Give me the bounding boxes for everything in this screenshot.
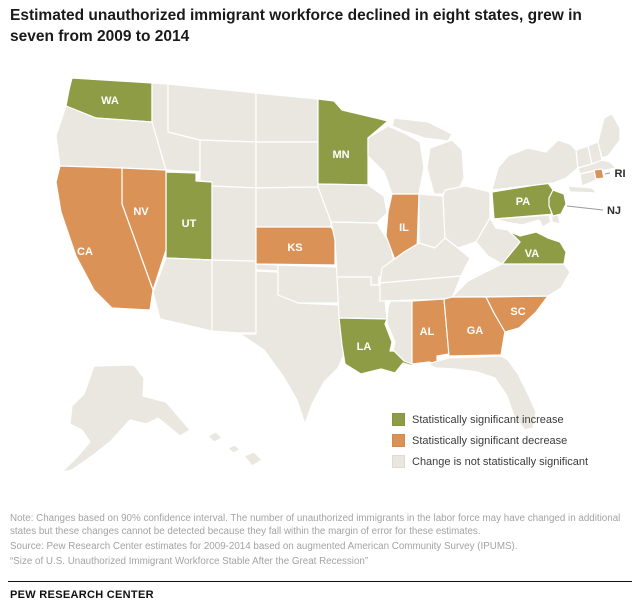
state-mt bbox=[167, 83, 257, 143]
state-nd bbox=[255, 92, 319, 143]
state-md bbox=[493, 214, 552, 228]
state-nm bbox=[211, 259, 257, 334]
nj-leader-line bbox=[566, 205, 604, 211]
state-label-mn: MN bbox=[332, 149, 349, 161]
state-wv bbox=[475, 217, 521, 265]
ri-leader-line bbox=[604, 172, 611, 175]
footer-divider bbox=[8, 581, 632, 582]
state-co bbox=[211, 185, 257, 262]
state-sd bbox=[255, 141, 319, 189]
state-tx bbox=[239, 270, 347, 425]
notes-block: Note: Changes based on 90% confidence in… bbox=[10, 512, 632, 571]
state-mi bbox=[391, 117, 465, 195]
legend: Statistically significant increase Stati… bbox=[392, 413, 588, 476]
state-nj bbox=[548, 189, 567, 217]
legend-label-decrease: Statistically significant decrease bbox=[412, 434, 568, 447]
state-fl bbox=[427, 355, 537, 431]
state-ia bbox=[317, 183, 388, 224]
state-label-nv: NV bbox=[133, 206, 149, 218]
state-label-sc: SC bbox=[510, 306, 525, 318]
state-label-ri: RI bbox=[615, 168, 626, 180]
legend-item-increase: Statistically significant increase bbox=[392, 413, 588, 426]
leader-lines bbox=[566, 172, 611, 211]
state-wy bbox=[199, 139, 257, 189]
state-label-il: IL bbox=[399, 222, 409, 234]
decrease-swatch bbox=[392, 434, 405, 447]
state-hi bbox=[207, 431, 263, 467]
state-nc bbox=[451, 263, 571, 298]
state-label-ga: GA bbox=[467, 325, 484, 337]
source-text: Source: Pew Research Center estimates fo… bbox=[10, 541, 518, 553]
state-me bbox=[597, 113, 621, 159]
state-la bbox=[338, 317, 414, 375]
state-label-ca: CA bbox=[77, 246, 93, 258]
state-label-al: AL bbox=[420, 326, 435, 338]
state-labels-layer: WA MN NV CA UT KS IL PA VA SC GA AL LA R… bbox=[77, 95, 625, 353]
state-label-pa: PA bbox=[516, 196, 531, 208]
chart-title: Estimated unauthorized immigrant workfor… bbox=[10, 7, 582, 45]
state-az bbox=[152, 257, 213, 332]
state-label-va: VA bbox=[525, 248, 540, 260]
legend-label-none: Change is not statistically significant bbox=[412, 455, 589, 468]
pew-research-center-wordmark: PEW RESEARCH CENTER bbox=[10, 589, 154, 601]
no-change-swatch bbox=[392, 455, 405, 468]
state-ut bbox=[165, 171, 213, 261]
state-label-la: LA bbox=[357, 341, 372, 353]
legend-item-none: Change is not statistically significant bbox=[392, 455, 588, 468]
state-in bbox=[418, 193, 446, 249]
state-label-ks: KS bbox=[287, 242, 302, 254]
note-text: Note: Changes based on 90% confidence in… bbox=[10, 513, 621, 538]
state-label-ut: UT bbox=[182, 218, 197, 230]
state-label-nj: NJ bbox=[607, 205, 621, 217]
state-ca bbox=[55, 165, 154, 311]
state-wi bbox=[367, 125, 425, 195]
increase-swatch bbox=[392, 413, 405, 426]
report-title-text: “Size of U.S. Unauthorized Immigrant Wor… bbox=[10, 556, 369, 568]
state-ct bbox=[579, 170, 597, 187]
state-label-wa: WA bbox=[101, 95, 119, 107]
state-ak bbox=[61, 364, 191, 473]
states-layer bbox=[55, 77, 621, 473]
state-ri bbox=[593, 168, 605, 180]
state-ny bbox=[491, 139, 598, 194]
legend-label-increase: Statistically significant increase bbox=[412, 413, 564, 426]
legend-item-decrease: Statistically significant decrease bbox=[392, 434, 588, 447]
